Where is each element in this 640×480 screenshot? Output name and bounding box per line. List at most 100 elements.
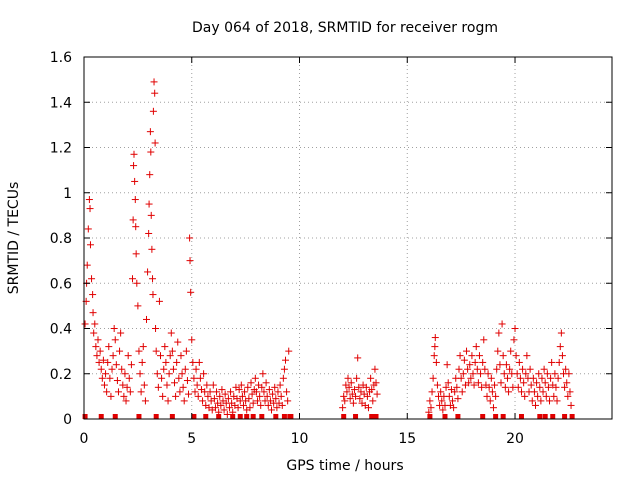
data-point xyxy=(539,388,547,396)
data-point xyxy=(211,404,219,412)
zero-value-marker xyxy=(493,414,499,419)
data-point xyxy=(118,365,126,373)
y-axis-ticks: 0 0.2 0.4 0.6 0.8 1 1.2 1.4 1.6 xyxy=(50,50,612,428)
data-point xyxy=(468,352,476,360)
data-point xyxy=(353,374,361,382)
data-point xyxy=(146,171,154,179)
data-point xyxy=(106,374,114,382)
data-point xyxy=(94,336,102,344)
data-point xyxy=(474,379,482,387)
data-point xyxy=(494,347,502,355)
data-point xyxy=(164,397,172,405)
data-point xyxy=(503,374,511,382)
data-point xyxy=(445,392,453,400)
data-point xyxy=(463,347,471,355)
data-point xyxy=(344,374,352,382)
data-point xyxy=(354,354,362,362)
data-point xyxy=(481,365,489,373)
zero-value-marker xyxy=(244,414,250,419)
data-point xyxy=(172,392,180,400)
data-point xyxy=(456,352,464,360)
data-point xyxy=(528,397,536,405)
data-point xyxy=(551,370,559,378)
y-tick-label: 1.4 xyxy=(50,95,72,111)
data-point xyxy=(110,325,118,332)
data-point xyxy=(248,390,256,398)
data-point xyxy=(177,352,185,360)
data-point xyxy=(249,399,257,407)
data-point xyxy=(179,383,187,391)
data-point xyxy=(480,336,488,344)
zero-value-marker xyxy=(341,414,347,419)
zero-value-marker xyxy=(153,414,159,419)
zero-value-marker xyxy=(281,414,287,419)
zero-value-marker xyxy=(191,414,197,419)
data-point xyxy=(168,347,176,355)
x-axis-label: GPS time / hours xyxy=(286,458,403,474)
data-point xyxy=(516,374,524,382)
data-point xyxy=(123,383,131,391)
data-point xyxy=(439,406,447,414)
x-tick-label: 0 xyxy=(80,431,89,447)
data-point xyxy=(550,392,558,400)
data-point xyxy=(473,365,481,373)
data-point xyxy=(506,365,514,373)
data-point xyxy=(489,404,497,412)
data-point xyxy=(217,401,225,409)
data-point xyxy=(548,358,556,366)
data-point xyxy=(371,365,379,373)
data-point xyxy=(284,397,292,405)
data-point xyxy=(557,329,565,337)
data-point xyxy=(536,383,544,391)
data-point xyxy=(502,361,510,369)
data-point xyxy=(95,358,103,366)
data-point xyxy=(512,352,520,360)
data-point xyxy=(88,275,96,283)
data-point xyxy=(145,200,153,208)
data-point xyxy=(89,291,97,299)
x-tick-label: 5 xyxy=(187,431,196,447)
data-point xyxy=(149,275,157,283)
data-point xyxy=(83,261,91,269)
data-point xyxy=(556,343,564,351)
data-point xyxy=(149,291,157,299)
data-point xyxy=(554,374,562,382)
data-point xyxy=(563,379,571,387)
data-point xyxy=(457,374,465,382)
data-point xyxy=(443,361,451,369)
data-point xyxy=(363,392,371,400)
data-point xyxy=(523,352,531,360)
data-point xyxy=(165,370,173,378)
data-point xyxy=(81,320,89,328)
data-point xyxy=(206,388,214,396)
data-point xyxy=(171,379,179,387)
data-point xyxy=(174,338,182,346)
data-point xyxy=(188,336,196,344)
data-point xyxy=(204,392,212,400)
data-point xyxy=(537,397,545,405)
data-point xyxy=(191,388,199,396)
data-point xyxy=(225,404,233,412)
data-point xyxy=(262,379,270,387)
data-point xyxy=(356,395,364,403)
zero-value-marker xyxy=(442,414,448,419)
zero-value-marker xyxy=(455,414,461,419)
data-point xyxy=(257,401,265,409)
data-point xyxy=(203,381,211,389)
data-point xyxy=(128,275,136,283)
data-point xyxy=(185,390,193,398)
data-point xyxy=(282,356,290,364)
data-point xyxy=(130,162,138,170)
data-point xyxy=(85,196,93,204)
data-point xyxy=(137,388,145,396)
data-point xyxy=(566,388,574,396)
data-point xyxy=(117,329,125,337)
data-point xyxy=(145,229,153,237)
data-point xyxy=(466,361,474,369)
data-point xyxy=(116,347,124,355)
data-point xyxy=(269,390,277,398)
data-point xyxy=(496,361,504,369)
data-point xyxy=(89,309,97,317)
zero-value-marker xyxy=(250,414,256,419)
data-point xyxy=(543,370,551,378)
